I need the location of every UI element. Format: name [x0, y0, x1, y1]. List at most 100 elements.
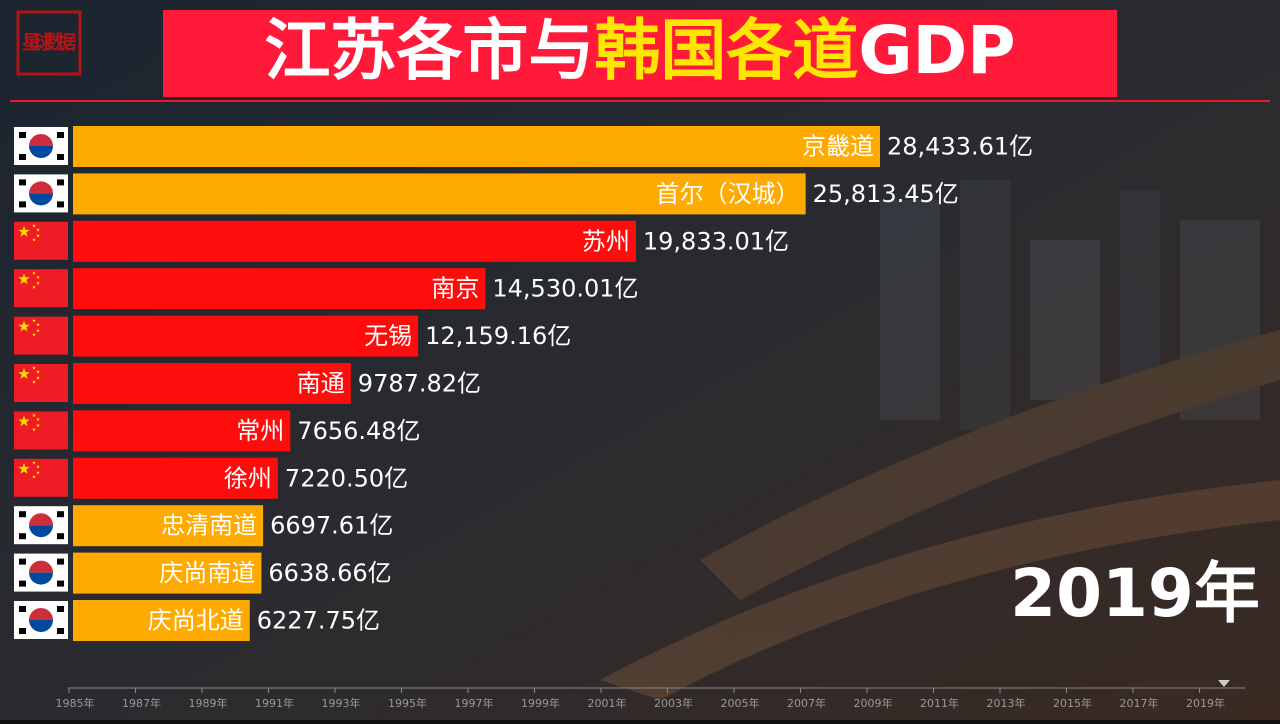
category-label: 南通: [297, 370, 345, 398]
flag-star: [32, 380, 36, 384]
flag: [14, 269, 68, 308]
timeline-label: 2005年: [721, 696, 760, 710]
flag-trigram: [57, 132, 64, 138]
flag-taegeuk-bottom: [29, 525, 53, 538]
flag-field: [14, 411, 68, 450]
flag-trigram: [57, 179, 64, 186]
flag: [14, 553, 68, 592]
flag-trigram: [19, 606, 26, 612]
flag-trigram: [19, 628, 26, 634]
flag: [14, 364, 68, 402]
timeline-label: 2015年: [1053, 696, 1092, 710]
flag-trigram: [57, 558, 64, 565]
title-part: GDP: [858, 12, 1015, 89]
value-label: 9787.82亿: [358, 370, 481, 398]
flag-star: [32, 237, 36, 242]
flag-trigram: [19, 558, 26, 565]
flag-star: [36, 275, 40, 279]
flag-taegeuk-top: [29, 608, 53, 620]
category-label: 京畿道: [802, 133, 874, 161]
category-label: 徐州: [224, 464, 272, 492]
flag: [14, 601, 68, 639]
year-label: 2019年: [1010, 555, 1260, 632]
bar: [73, 552, 262, 594]
title-part: 江苏各市与: [264, 12, 594, 89]
flag-star: [32, 413, 36, 417]
bar: [73, 173, 806, 215]
flag-trigram: [19, 580, 26, 587]
flag-field: [14, 269, 68, 308]
flag-trigram: [57, 533, 64, 540]
value-label: 6227.75亿: [257, 607, 380, 635]
flag: [14, 506, 68, 545]
flag-taegeuk-bottom: [29, 146, 53, 158]
timeline-label: 2011年: [920, 696, 959, 710]
flag-star: [36, 227, 40, 232]
flag-field: [14, 221, 68, 260]
flag-star: [18, 225, 30, 237]
flag-star: [32, 271, 36, 275]
logo-frame: [16, 10, 82, 76]
bar: [73, 126, 880, 167]
flag-trigram: [19, 154, 26, 160]
value-label: 25,813.45亿: [813, 180, 959, 208]
flag-trigram: [19, 511, 26, 518]
flag-star: [18, 462, 30, 474]
flag-trigram: [57, 580, 64, 587]
flag-trigram: [57, 201, 64, 208]
category-label: 忠清南道: [161, 512, 257, 540]
value-label: 6697.61亿: [270, 512, 393, 540]
timeline-marker: [1218, 680, 1230, 687]
flag-taegeuk-bottom: [29, 193, 53, 206]
bar: [73, 505, 264, 547]
flag: [14, 411, 68, 450]
timeline-label: 2009年: [854, 696, 893, 710]
flag-star: [32, 318, 36, 323]
timeline-label: 1985年: [56, 696, 95, 710]
timeline-label: 2013年: [987, 696, 1026, 710]
value-label: 6638.66亿: [268, 559, 391, 587]
flag-star: [36, 470, 40, 475]
flag-star: [32, 460, 36, 465]
timeline-label: 1999年: [521, 696, 560, 710]
flag-star: [36, 281, 40, 285]
flag-taegeuk-top: [29, 560, 53, 573]
flag-star: [18, 415, 30, 427]
flag-taegeuk-top: [29, 181, 53, 194]
title-box: [163, 10, 1117, 97]
value-label: 12,159.16亿: [425, 322, 571, 350]
bar: [73, 268, 486, 310]
flag-star: [36, 464, 40, 469]
timeline-label: 2007年: [787, 696, 826, 710]
flag-field: [14, 364, 68, 402]
bar: [73, 363, 351, 404]
timeline-label: 1989年: [189, 696, 228, 710]
timeline-label: 2003年: [654, 696, 693, 710]
category-label: 无锡: [364, 322, 412, 350]
flag: [14, 127, 68, 165]
bar: [73, 220, 636, 262]
flag-star: [36, 370, 40, 374]
flag-star: [36, 423, 40, 427]
bar: [73, 600, 250, 641]
bar: [73, 410, 291, 452]
flag-star: [32, 285, 36, 289]
category-label: 庆尚北道: [148, 607, 244, 635]
value-label: 19,833.01亿: [643, 227, 789, 255]
flag-star: [36, 233, 40, 238]
flag: [14, 316, 68, 355]
flag-trigram: [57, 154, 64, 160]
category-label: 首尔（汉城）: [656, 180, 800, 208]
title-part: 韩国各道: [594, 12, 858, 89]
value-label: 14,530.01亿: [492, 275, 638, 303]
flag-trigram: [57, 628, 64, 634]
flag: [14, 174, 68, 213]
city-lights: [600, 180, 1280, 700]
flag-star: [18, 273, 30, 285]
flag-star: [32, 332, 36, 337]
value-label: 28,433.61亿: [887, 133, 1033, 161]
flag-trigram: [19, 201, 26, 208]
timeline-label: 1991年: [255, 696, 294, 710]
logo: 星球数据: [22, 31, 76, 54]
